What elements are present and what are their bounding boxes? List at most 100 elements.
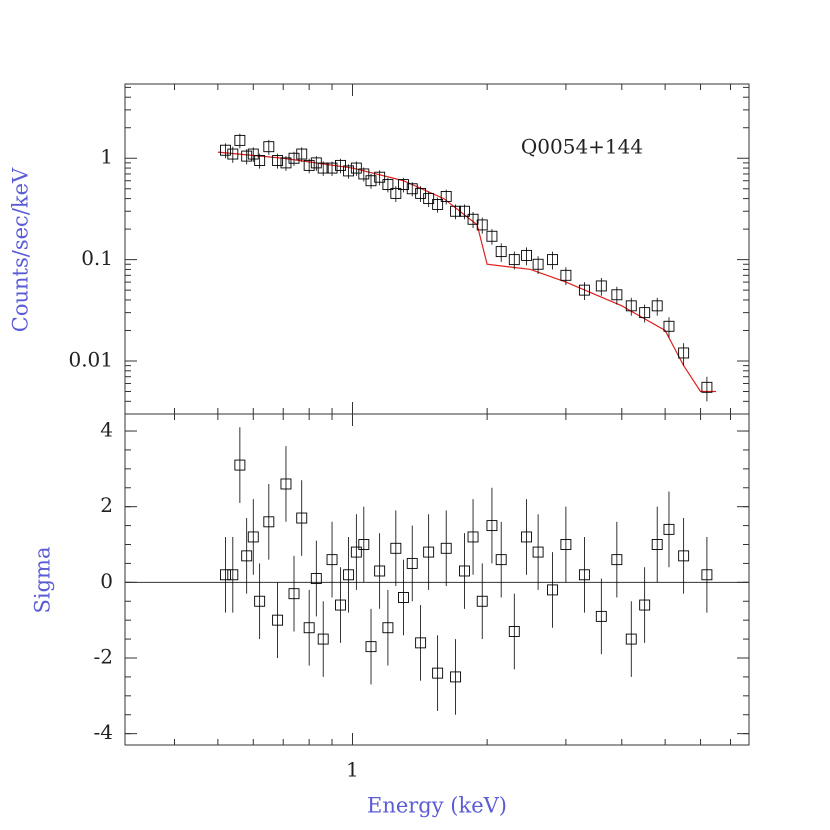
x-tick-label: 1	[346, 758, 359, 782]
data-point	[639, 307, 651, 319]
data-point	[296, 512, 308, 524]
data-point	[495, 246, 507, 258]
y-tick-label: 4	[100, 418, 113, 442]
data-point	[241, 550, 253, 562]
data-point	[440, 542, 452, 554]
data-point	[247, 148, 259, 160]
data-point	[440, 190, 452, 202]
data-point	[272, 155, 284, 166]
data-point	[547, 254, 558, 266]
data-point	[415, 637, 427, 649]
data-point	[651, 539, 663, 550]
data-point	[220, 144, 231, 156]
data-point	[625, 300, 637, 312]
data-point	[432, 199, 444, 210]
plot-frame	[124, 413, 750, 746]
data-point	[467, 213, 479, 225]
data-point	[406, 557, 418, 569]
y-tick-label: 1	[100, 145, 113, 169]
data-point	[678, 550, 690, 562]
data-point	[450, 671, 462, 683]
data-point	[625, 633, 637, 645]
data-point	[611, 554, 623, 566]
data-point	[459, 565, 470, 577]
y-tick-label: 0.1	[81, 246, 113, 270]
data-point	[578, 284, 590, 296]
data-point	[263, 516, 275, 528]
data-point	[663, 523, 675, 535]
data-point	[701, 381, 713, 393]
data-point	[423, 193, 435, 205]
model-line	[217, 151, 717, 393]
data-point	[578, 569, 590, 581]
y-tick-label: -4	[94, 720, 113, 744]
data-point	[678, 347, 690, 359]
data-point	[390, 187, 402, 199]
data-point	[450, 205, 462, 217]
data-point	[476, 219, 488, 231]
data-point	[343, 569, 355, 581]
data-point	[374, 171, 386, 183]
data-point	[326, 554, 338, 566]
data-point	[532, 546, 544, 558]
data-point	[382, 179, 394, 191]
data-point	[358, 168, 370, 180]
annotation: Q0054+144	[521, 135, 643, 159]
data-point	[247, 531, 259, 543]
data-point	[432, 667, 444, 679]
data-point	[486, 520, 498, 532]
data-point	[234, 134, 246, 146]
data-point	[508, 626, 520, 637]
data-point	[241, 150, 253, 162]
data-point	[350, 546, 362, 558]
y-tick-label: 0	[100, 569, 113, 593]
y-axis-label: Sigma	[31, 547, 55, 614]
data-point	[521, 531, 533, 543]
data-point	[390, 542, 402, 554]
data-point	[335, 159, 346, 171]
data-point	[651, 300, 663, 312]
data-point	[303, 159, 315, 171]
data-point	[317, 162, 329, 174]
data-point	[398, 592, 409, 603]
data-point	[476, 595, 488, 607]
data-point	[303, 622, 315, 634]
data-point	[296, 148, 308, 160]
data-point	[358, 539, 370, 550]
data-point	[220, 569, 231, 581]
y-tick-label: 0.01	[68, 347, 113, 371]
data-point	[374, 565, 386, 577]
data-point	[508, 254, 520, 266]
data-point	[288, 152, 300, 164]
data-point	[382, 622, 394, 634]
data-point	[280, 478, 292, 490]
data-point	[272, 614, 284, 626]
plot-frame	[124, 83, 750, 415]
data-point	[532, 258, 544, 270]
data-point	[317, 633, 329, 645]
data-point	[335, 599, 346, 611]
y-tick-label: 2	[100, 493, 113, 517]
data-point	[486, 230, 498, 242]
data-point	[663, 320, 675, 332]
data-point	[350, 162, 362, 174]
data-point	[495, 554, 507, 566]
data-point	[254, 155, 266, 166]
data-point	[423, 546, 435, 558]
data-point	[595, 280, 607, 292]
data-point	[254, 595, 266, 607]
data-point	[227, 569, 239, 581]
data-point	[326, 162, 338, 174]
data-point	[560, 269, 572, 281]
data-point	[343, 165, 355, 177]
data-point	[365, 175, 377, 187]
x-axis-label: Energy (keV)	[367, 794, 507, 818]
data-point	[263, 141, 275, 153]
data-point	[234, 459, 246, 471]
data-point	[547, 584, 558, 596]
data-point	[595, 610, 607, 622]
data-point	[288, 588, 300, 600]
y-tick-label: -2	[94, 644, 113, 668]
data-point	[398, 179, 409, 191]
